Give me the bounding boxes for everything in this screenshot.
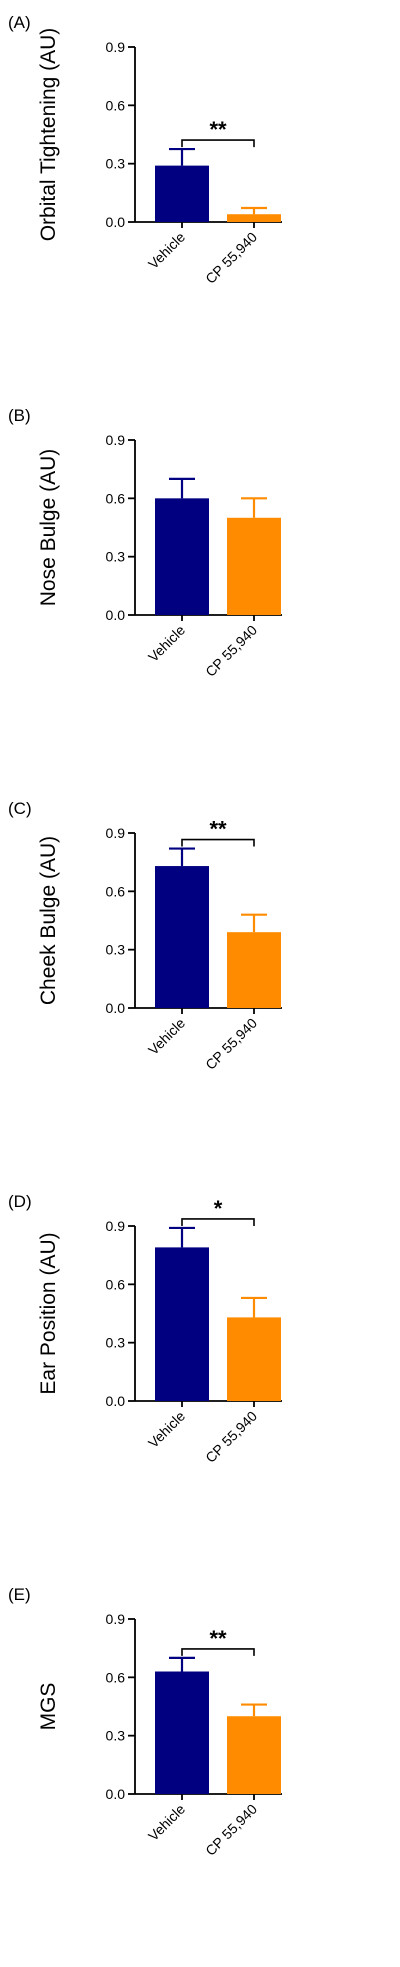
panel-label: (E) — [8, 1585, 31, 1604]
significance-bracket — [181, 1218, 255, 1226]
y-tick-label: 0.0 — [106, 607, 126, 623]
bar-vehicle — [155, 165, 209, 222]
panel-0: (A) Orbital Tightening (AU) 0.0 0.3 0.6 0.9 Ve… — [8, 13, 282, 287]
y-tick-label: 0.9 — [106, 1218, 126, 1234]
y-tick-label: 0.3 — [106, 942, 126, 958]
panel-3: (D) Ear Position (AU) 0.0 0.3 0.6 0.9 Vehicle C… — [8, 1192, 282, 1466]
bar-vehicle — [155, 498, 209, 615]
panel-1: (B) Nose Bulge (AU) 0.0 0.3 0.6 0.9 Vehicle CP … — [8, 406, 282, 680]
y-tick-label: 0.0 — [106, 1786, 126, 1802]
y-axis-label: Nose Bulge (AU) — [37, 449, 60, 607]
panel-label: (D) — [8, 1192, 32, 1211]
bar-vehicle — [155, 1671, 209, 1794]
y-tick-label: 0.6 — [106, 1669, 126, 1685]
bar-cp-55940 — [227, 932, 281, 1008]
bar-cp-55940 — [227, 214, 281, 222]
panel-label: (A) — [8, 13, 31, 32]
y-axis-label: Cheek Bulge (AU) — [37, 836, 60, 1005]
category-label: Vehicle — [145, 622, 188, 665]
y-tick-label: 0.3 — [106, 549, 126, 565]
y-tick-label: 0.3 — [106, 1335, 126, 1351]
category-label: CP 55,940 — [202, 1408, 260, 1466]
significance-marker: * — [214, 1196, 223, 1221]
significance-marker: ** — [209, 1626, 227, 1651]
panel-label: (C) — [8, 799, 32, 818]
y-axis-label: Ear Position (AU) — [37, 1232, 60, 1394]
y-tick-label: 0.6 — [106, 97, 126, 113]
y-tick-label: 0.0 — [106, 214, 126, 230]
bar-vehicle — [155, 866, 209, 1008]
y-tick-label: 0.9 — [106, 39, 126, 55]
panel-label: (B) — [8, 406, 31, 425]
y-tick-label: 0.9 — [106, 1611, 126, 1627]
bar-vehicle — [155, 1247, 209, 1401]
significance-marker: ** — [209, 817, 227, 842]
y-tick-label: 0.6 — [106, 1276, 126, 1292]
panel-2: (C) Cheek Bulge (AU) 0.0 0.3 0.6 0.9 Vehicle CP… — [8, 799, 282, 1073]
category-label: Vehicle — [145, 229, 188, 272]
y-axis-label: Orbital Tightening (AU) — [37, 28, 60, 242]
y-tick-label: 0.3 — [106, 156, 126, 172]
bar-cp-55940 — [227, 1317, 281, 1401]
significance-bracket — [181, 1648, 255, 1656]
category-label: Vehicle — [145, 1801, 188, 1844]
category-label: CP 55,940 — [202, 1015, 260, 1073]
y-tick-label: 0.6 — [106, 883, 126, 899]
y-tick-label: 0.9 — [106, 825, 126, 841]
category-label: Vehicle — [145, 1408, 188, 1451]
y-tick-label: 0.3 — [106, 1728, 126, 1744]
y-tick-label: 0.0 — [106, 1393, 126, 1409]
significance-bracket — [181, 139, 255, 148]
category-label: CP 55,940 — [202, 622, 260, 680]
y-axis-label: MGS — [37, 1683, 60, 1731]
significance-marker: ** — [209, 117, 227, 142]
category-label: CP 55,940 — [202, 1801, 260, 1859]
y-tick-label: 0.0 — [106, 1000, 126, 1016]
bar-cp-55940 — [227, 1716, 281, 1794]
significance-bracket — [181, 838, 255, 847]
y-tick-label: 0.9 — [106, 432, 126, 448]
category-label: CP 55,940 — [202, 229, 260, 287]
category-label: Vehicle — [145, 1015, 188, 1058]
bar-cp-55940 — [227, 517, 281, 615]
y-tick-label: 0.6 — [106, 490, 126, 506]
panel-4: (E) MGS 0.0 0.3 0.6 0.9 Vehicle CP 55,940 ** — [8, 1585, 282, 1859]
